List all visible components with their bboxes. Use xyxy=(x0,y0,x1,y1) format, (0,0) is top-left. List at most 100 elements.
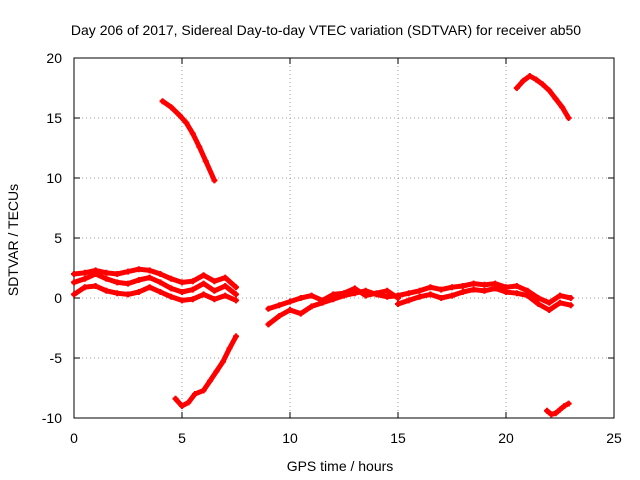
y-axis-title: SDTVAR / TECUs xyxy=(5,184,21,296)
series-arc-5 xyxy=(513,73,572,121)
data-point xyxy=(308,303,315,310)
data-point xyxy=(287,307,293,313)
data-point xyxy=(179,403,185,409)
data-point xyxy=(226,345,233,352)
data-point xyxy=(373,290,380,297)
x-tick-label: 20 xyxy=(498,430,514,446)
data-point xyxy=(546,307,553,313)
data-point xyxy=(265,305,272,312)
data-point xyxy=(539,81,546,88)
data-point xyxy=(546,299,553,306)
data-point xyxy=(159,98,166,105)
y-tick-label: -10 xyxy=(42,410,62,426)
data-point xyxy=(222,283,229,289)
data-point xyxy=(233,291,239,298)
data-points xyxy=(71,73,574,418)
data-point xyxy=(146,267,153,274)
data-point xyxy=(384,287,391,294)
data-point xyxy=(233,333,239,340)
data-point xyxy=(92,267,99,274)
data-point xyxy=(179,297,185,304)
x-tick-label: 25 xyxy=(606,430,622,446)
data-point xyxy=(168,293,175,300)
data-point xyxy=(189,278,196,285)
data-point xyxy=(222,274,229,281)
data-point xyxy=(157,271,164,277)
data-point xyxy=(416,287,423,294)
y-tick-label: -5 xyxy=(50,350,63,366)
data-point xyxy=(233,284,239,291)
series-arc-1-upper-edge xyxy=(71,266,239,291)
data-point xyxy=(533,76,540,83)
data-point xyxy=(565,400,572,407)
data-point xyxy=(567,295,574,301)
data-point xyxy=(135,266,142,273)
data-point xyxy=(341,290,347,297)
series-arc-4 xyxy=(159,98,218,184)
series-arc-7 xyxy=(544,400,572,418)
data-point xyxy=(213,368,220,375)
data-point xyxy=(157,279,164,286)
data-point xyxy=(287,298,293,305)
series-arc-1-main-band xyxy=(71,271,239,298)
data-point xyxy=(114,290,121,297)
grid xyxy=(74,58,614,418)
axis-ticks: 0 5 10 15 20 25 -10 -5 0 5 10 15 20 xyxy=(42,50,622,446)
y-tick-label: 0 xyxy=(54,290,62,306)
data-point xyxy=(548,411,555,418)
data-point xyxy=(351,285,358,292)
series-trace xyxy=(71,271,239,297)
data-point xyxy=(567,302,574,309)
x-tick-label: 15 xyxy=(390,430,406,446)
data-point xyxy=(330,291,337,298)
data-point xyxy=(185,399,192,406)
data-point xyxy=(561,403,568,409)
data-point xyxy=(92,283,99,289)
data-point xyxy=(200,272,207,279)
data-point xyxy=(513,85,520,91)
data-point xyxy=(438,286,445,293)
data-point xyxy=(114,279,121,286)
data-point xyxy=(557,292,563,299)
data-point xyxy=(276,302,283,309)
data-point xyxy=(513,283,520,289)
data-point xyxy=(535,295,542,301)
data-point xyxy=(114,271,121,277)
series-arc-2-band xyxy=(265,285,401,312)
data-point xyxy=(222,292,229,299)
data-point xyxy=(135,277,142,283)
data-point xyxy=(405,297,412,304)
data-point xyxy=(552,95,559,102)
data-point xyxy=(470,286,477,293)
data-point xyxy=(395,301,401,307)
data-point xyxy=(319,297,326,304)
data-point xyxy=(535,301,542,307)
y-tick-label: 10 xyxy=(46,170,62,186)
data-point xyxy=(103,275,110,282)
data-point xyxy=(526,73,533,79)
data-point xyxy=(200,387,207,394)
data-point xyxy=(503,284,509,291)
data-point xyxy=(81,284,88,291)
series-arc-6 xyxy=(172,333,239,409)
chart-title: Day 206 of 2017, Sidereal Day-to-day VTE… xyxy=(71,22,581,38)
data-point xyxy=(211,296,218,303)
data-point xyxy=(308,292,315,299)
data-point xyxy=(438,295,445,301)
data-point xyxy=(179,279,185,286)
data-point xyxy=(71,279,77,286)
data-point xyxy=(207,377,214,384)
data-point xyxy=(172,395,179,402)
data-point xyxy=(546,87,553,94)
data-point xyxy=(524,287,531,294)
data-point xyxy=(427,291,434,298)
data-point xyxy=(265,321,272,328)
data-point xyxy=(565,115,572,121)
data-point xyxy=(71,271,77,277)
data-point xyxy=(459,289,466,295)
data-point xyxy=(384,293,391,300)
data-point xyxy=(191,391,198,397)
data-point xyxy=(125,268,131,275)
data-point xyxy=(81,275,88,282)
